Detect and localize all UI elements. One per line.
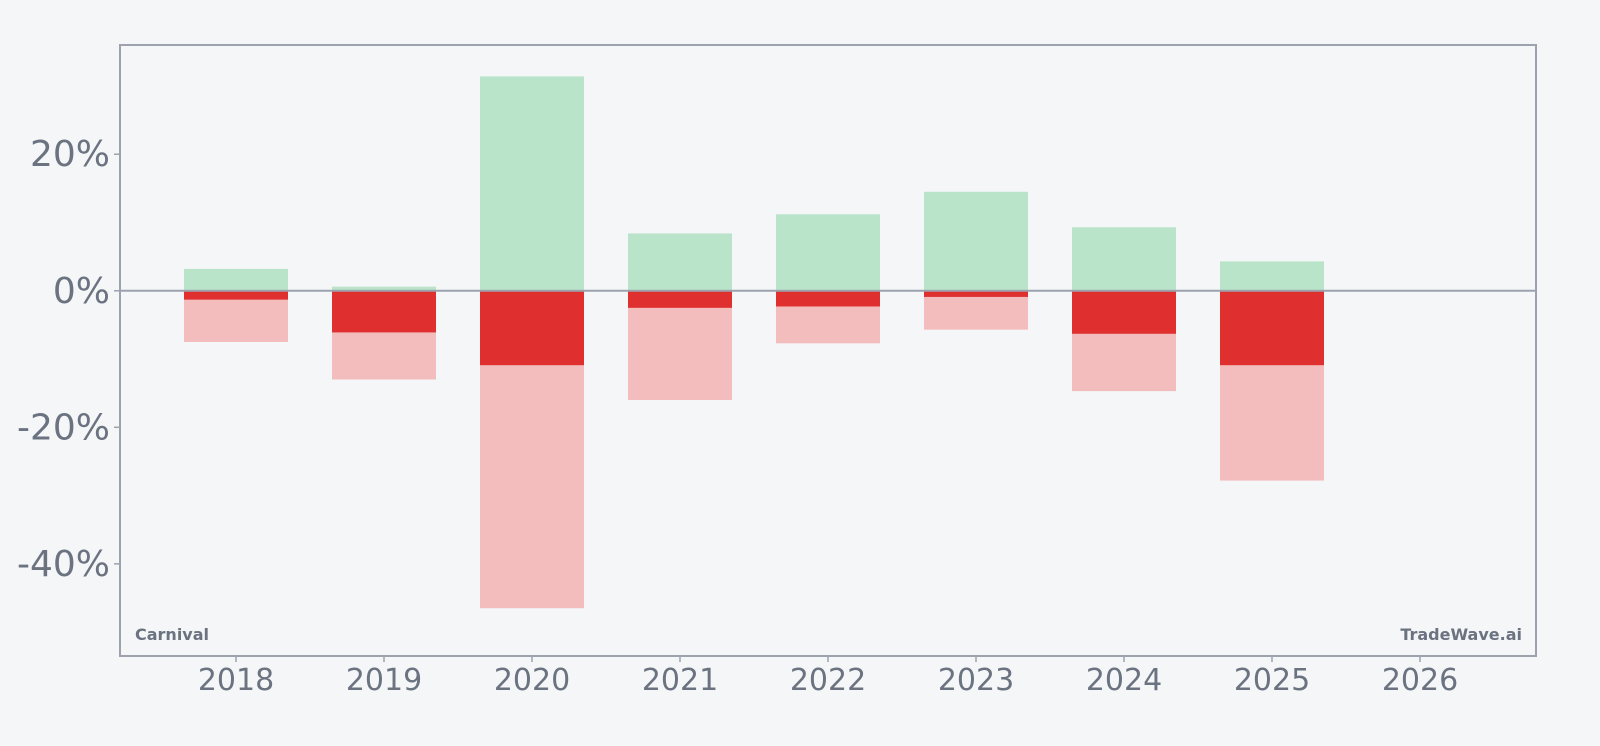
final-return-bar <box>332 290 436 333</box>
final-return-bar <box>1072 290 1176 334</box>
x-tick-label: 2018 <box>198 663 274 698</box>
y-tick-label: -40% <box>17 544 110 585</box>
max-gain-bar <box>1220 261 1324 291</box>
x-tick-label: 2025 <box>1234 663 1310 698</box>
y-tick-label: 0% <box>53 271 110 312</box>
watermark-label: TradeWave.ai <box>1400 625 1522 644</box>
x-tick-label: 2024 <box>1086 663 1162 698</box>
final-return-bar <box>184 290 288 300</box>
x-axis: 2018 2019 2020 2021 2022 2023 2024 2025 2026 <box>198 656 1458 698</box>
final-return-bar <box>776 290 880 307</box>
x-tick-label: 2022 <box>790 663 866 698</box>
final-return-bar <box>628 290 732 308</box>
max-gain-bar <box>184 268 288 291</box>
company-label: Carnival <box>135 625 209 644</box>
max-gain-bar <box>776 214 880 291</box>
x-tick-label: 2020 <box>494 663 570 698</box>
x-tick-label: 2026 <box>1382 663 1458 698</box>
max-drawdown-bar <box>924 290 1028 330</box>
x-tick-label: 2021 <box>642 663 718 698</box>
final-return-bar <box>924 290 1028 297</box>
bars-layer <box>184 76 1324 609</box>
x-tick-label: 2019 <box>346 663 422 698</box>
y-tick-label: -20% <box>17 407 110 448</box>
y-axis: 20% 0% -20% -40% <box>17 134 120 585</box>
max-gain-bar <box>332 286 436 291</box>
final-return-bar <box>1220 290 1324 366</box>
y-tick-label: 20% <box>30 134 110 175</box>
max-drawdown-bar <box>628 290 732 400</box>
final-return-bar <box>480 290 584 366</box>
max-gain-bar <box>480 76 584 291</box>
max-gain-bar <box>628 233 732 291</box>
max-gain-bar <box>1072 227 1176 291</box>
x-tick-label: 2023 <box>938 663 1014 698</box>
max-gain-bar <box>924 191 1028 291</box>
